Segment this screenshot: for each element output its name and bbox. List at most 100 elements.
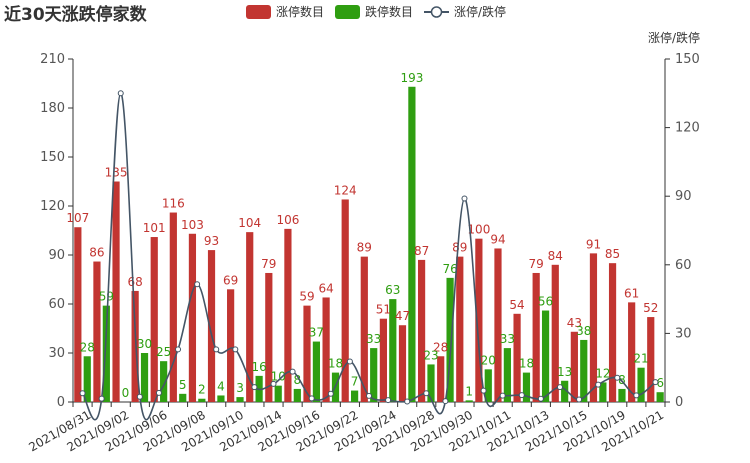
fall-data-label: 8 (293, 373, 301, 387)
rise-bar (360, 256, 368, 402)
fall-bar (217, 395, 225, 402)
fall-data-label: 25 (156, 345, 171, 359)
rise-data-label: 51 (376, 303, 391, 317)
legend-item-ratio[interactable]: 涨停/跌停 (424, 4, 506, 19)
ratio-point (213, 346, 220, 353)
ratio-line-path (81, 92, 656, 421)
legend-swatch-fall (335, 5, 360, 19)
fall-data-label: 16 (251, 360, 266, 374)
rise-bar (494, 248, 502, 402)
rise-bar (303, 305, 311, 402)
chart-title: 近30天涨跌停家数 (4, 4, 148, 25)
rise-data-label: 124 (334, 183, 357, 197)
fall-data-label: 12 (595, 366, 610, 380)
rise-data-label: 84 (548, 249, 563, 263)
fall-data-label: 6 (656, 376, 664, 390)
fall-bar (274, 385, 282, 402)
ratio-point (614, 374, 621, 381)
fall-bar (160, 361, 168, 402)
fall-data-label: 18 (519, 357, 534, 371)
rise-data-label: 91 (586, 237, 601, 251)
rise-data-label: 68 (127, 275, 142, 289)
rise-data-label: 43 (567, 316, 582, 330)
left-tick-label: 180 (40, 101, 65, 116)
fall-data-label: 28 (80, 340, 95, 354)
rise-data-label: 28 (433, 340, 448, 354)
ratio-point (117, 90, 124, 97)
rise-data-label: 69 (223, 273, 238, 287)
ratio-point (480, 387, 487, 394)
rise-bar (570, 331, 578, 402)
ratio-point (442, 398, 449, 405)
ratio-point (595, 381, 602, 388)
ratio-point (556, 384, 563, 391)
ratio-point (308, 395, 315, 402)
rise-data-label: 47 (395, 309, 410, 323)
rise-data-label: 104 (238, 216, 261, 230)
rise-data-label: 59 (299, 290, 314, 304)
fall-bar (389, 299, 397, 402)
ratio-point (155, 389, 162, 396)
fall-bar (580, 339, 588, 402)
rise-data-label: 103 (181, 218, 204, 232)
rise-data-label: 93 (204, 234, 219, 248)
right-tick-label: 30 (675, 326, 692, 341)
fall-data-label: 20 (481, 353, 496, 367)
rise-bar (628, 302, 636, 402)
fall-bar (83, 356, 91, 402)
fall-bar (618, 388, 626, 402)
fall-data-label: 3 (236, 381, 244, 395)
right-axis-name: 涨停/跌停 (648, 30, 700, 45)
rise-data-label: 79 (529, 257, 544, 271)
rise-bar (589, 253, 598, 402)
left-tick-label: 30 (48, 346, 65, 361)
fall-bar (351, 390, 359, 402)
right-tick-label: 0 (675, 395, 683, 410)
ratio-point (79, 390, 86, 397)
ratio-point (576, 396, 583, 403)
fall-bar (561, 380, 569, 402)
fall-bar (198, 398, 206, 402)
ratio-line (79, 90, 659, 421)
rise-data-label: 89 (452, 241, 467, 255)
rise-data-label: 52 (643, 301, 658, 315)
ratio-point (423, 390, 430, 397)
ratio-point (327, 390, 334, 397)
legend-item-fall[interactable]: 跌停数目 (335, 4, 413, 19)
fall-data-label: 38 (576, 324, 591, 338)
rise-data-label: 64 (318, 281, 333, 295)
fall-data-label: 10 (271, 370, 286, 384)
legend: 涨停数目 跌停数目 涨停/跌停 (246, 4, 506, 19)
bar-labels: 1078613568101116103936910479106596412489… (66, 71, 664, 400)
rise-bar (532, 272, 540, 402)
rise-bar (456, 256, 464, 402)
left-tick-label: 60 (48, 297, 65, 312)
rise-bar (322, 297, 330, 402)
left-tick-label: 90 (48, 248, 65, 263)
rise-bar (265, 272, 273, 402)
ratio-point (404, 398, 411, 405)
fall-bar (408, 86, 416, 403)
fall-bar (293, 388, 301, 402)
fall-data-label: 56 (538, 295, 553, 309)
fall-bar (522, 372, 531, 402)
rise-bar (246, 232, 254, 402)
legend-item-rise[interactable]: 涨停数目 (246, 4, 324, 19)
fall-bar (541, 310, 550, 402)
ratio-point (289, 368, 296, 375)
rise-bar (475, 238, 483, 402)
rise-bar (188, 233, 197, 402)
fall-bar (312, 341, 321, 402)
rise-bar (608, 263, 617, 402)
left-tick-label: 210 (40, 52, 65, 67)
ratio-point (194, 281, 201, 288)
fall-data-label: 30 (137, 337, 152, 351)
ratio-point (518, 392, 525, 399)
fall-bar (140, 353, 149, 402)
ratio-point (499, 392, 506, 399)
rise-data-label: 135 (105, 166, 128, 180)
right-tick-label: 150 (675, 52, 700, 67)
rise-data-label: 79 (261, 257, 276, 271)
fall-bar (236, 397, 244, 402)
fall-data-label: 33 (500, 332, 515, 346)
